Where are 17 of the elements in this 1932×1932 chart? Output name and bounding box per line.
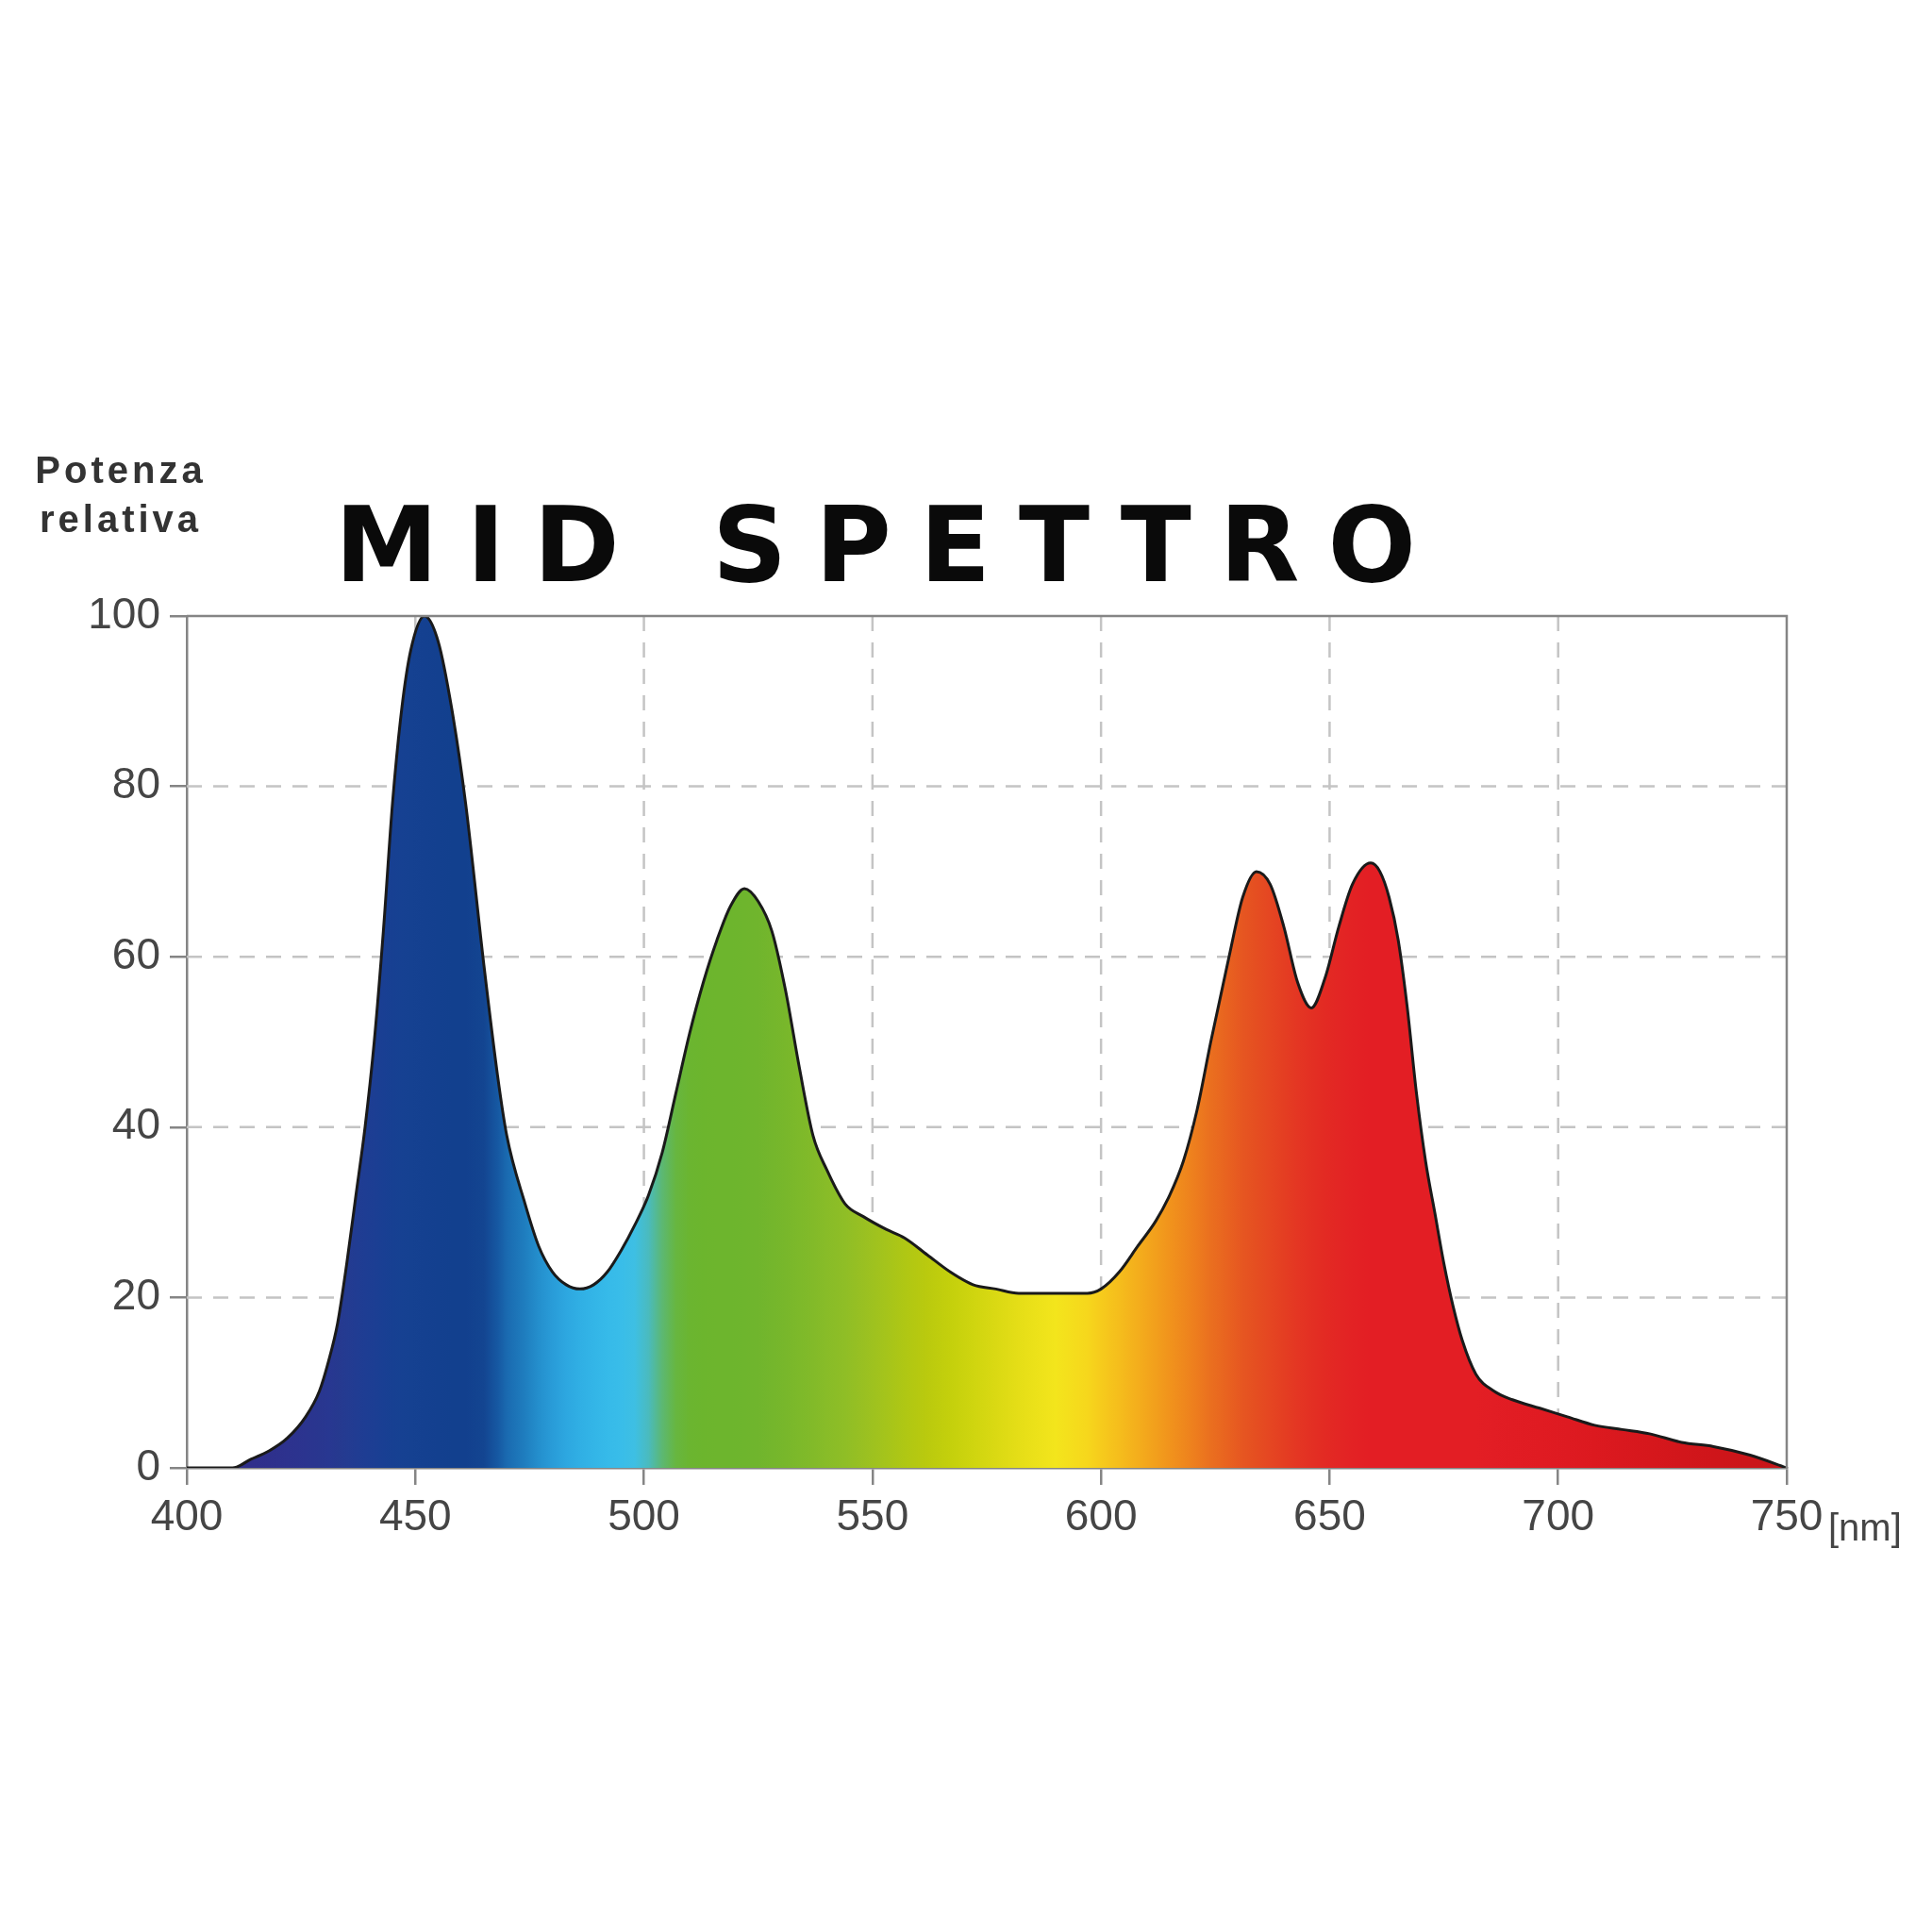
y-tick-label: 0 [136,1440,160,1490]
y-tick-label: 80 [111,758,160,808]
x-tick-label: 450 [378,1491,452,1541]
x-tick-label: 750 [1750,1491,1824,1541]
y-tick-label: 20 [111,1270,160,1320]
x-tick-label: 400 [150,1491,224,1541]
x-axis-title: [nm] [1828,1507,1902,1549]
chart-title: MID SPETTRO [335,485,1444,606]
y-tick-label: 100 [88,588,160,638]
x-tick-label: 700 [1522,1491,1595,1541]
y-tick-label: 60 [111,928,160,978]
x-tick-label: 550 [836,1491,909,1541]
x-tick-label: 650 [1293,1491,1366,1541]
y-tick-label: 40 [111,1099,160,1149]
x-tick-label: 500 [608,1491,680,1541]
x-tick-label: 600 [1064,1491,1138,1541]
y-axis-title: Potenza relativa [35,449,207,540]
